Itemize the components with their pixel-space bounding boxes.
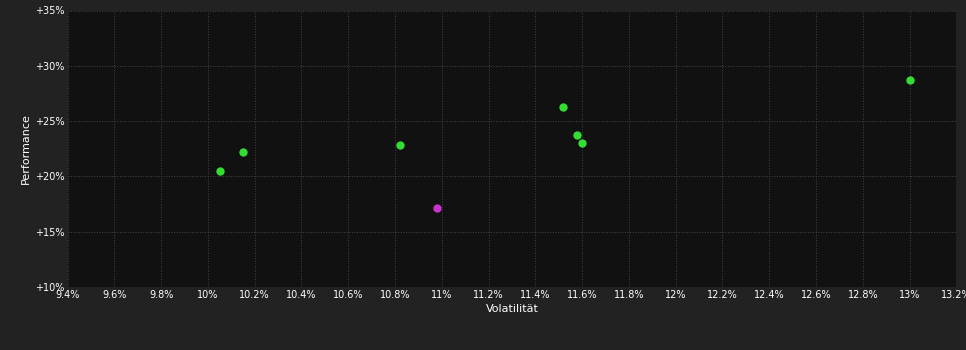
- Point: [236, 149, 251, 155]
- Y-axis label: Performance: Performance: [21, 113, 31, 184]
- Point: [392, 143, 408, 148]
- Point: [902, 77, 918, 83]
- Point: [212, 168, 227, 174]
- Point: [575, 140, 590, 146]
- X-axis label: Volatilität: Volatilität: [486, 304, 538, 314]
- Point: [430, 206, 445, 211]
- Point: [555, 104, 571, 110]
- Point: [570, 133, 585, 138]
